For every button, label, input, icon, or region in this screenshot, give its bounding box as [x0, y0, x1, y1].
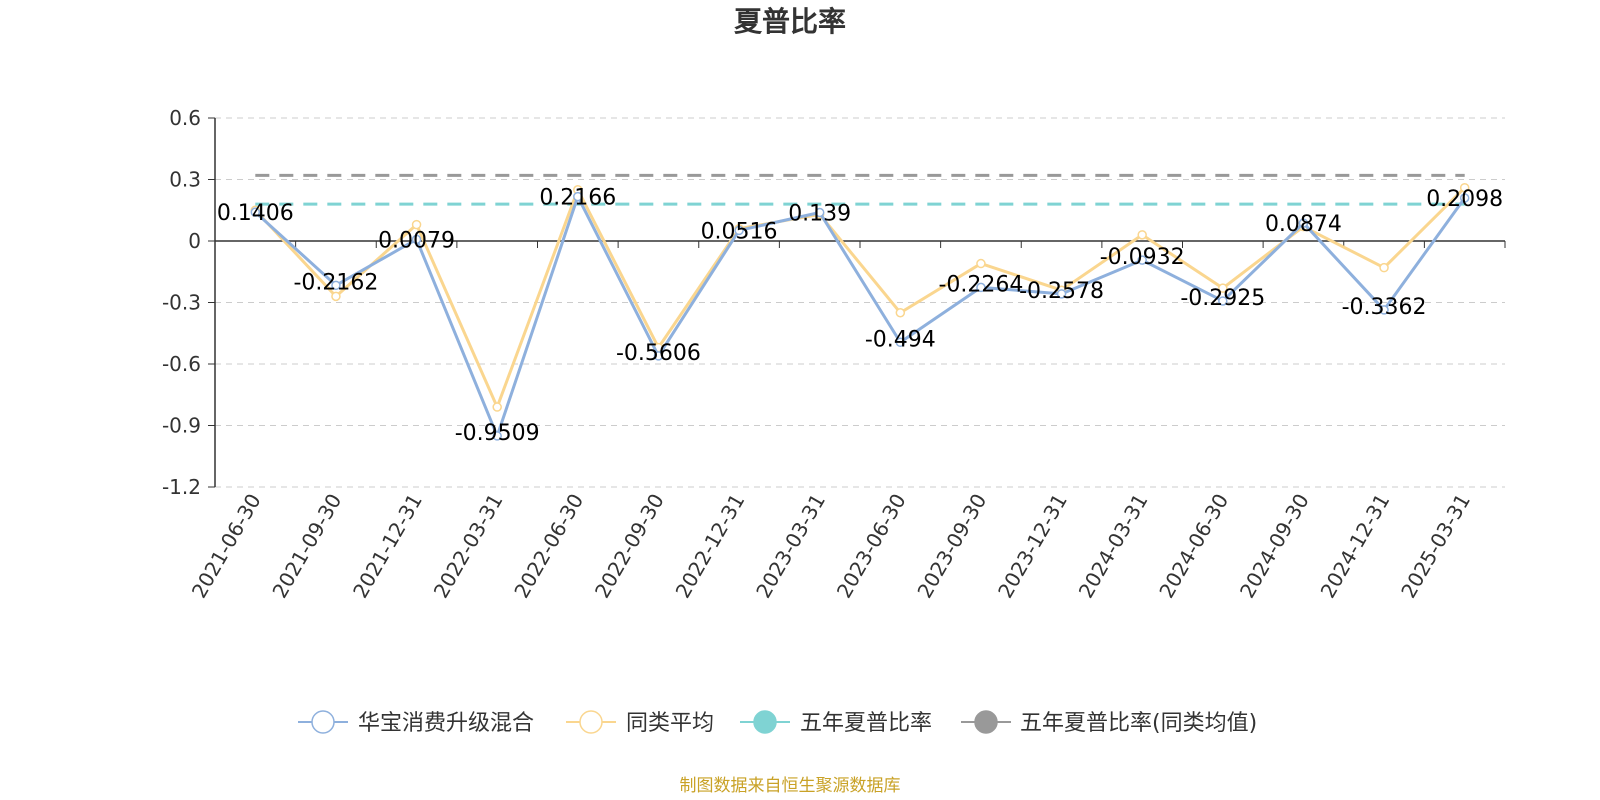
legend-label: 五年夏普比率	[800, 711, 932, 736]
legend-item[interactable]: 同类平均	[566, 710, 714, 736]
data-label: 0.0079	[378, 228, 455, 253]
x-tick-label: 2024-09-30	[1235, 490, 1314, 603]
peer-average-point	[1137, 230, 1147, 240]
fund-point	[573, 191, 583, 202]
reference-lines	[255, 173, 1465, 206]
fund-point	[734, 225, 744, 236]
legend-marker-icon	[974, 710, 998, 734]
y-tick-label: -0.9	[162, 414, 201, 438]
fund-point	[411, 234, 422, 245]
data-label: 0.0874	[1265, 212, 1342, 237]
grid-lines	[215, 117, 1505, 488]
fund-point	[1056, 289, 1067, 299]
series-lines	[250, 182, 1470, 441]
y-tick-label: -0.6	[162, 352, 201, 376]
peer-average-point	[411, 219, 422, 230]
x-tick-label: 2022-03-31	[429, 490, 508, 603]
fund-point	[331, 280, 341, 291]
fund-point	[1218, 296, 1228, 306]
fund-point	[1298, 218, 1309, 228]
y-tick-label: 0.3	[169, 168, 201, 192]
data-label: -0.2162	[293, 270, 378, 295]
legend[interactable]: 华宝消费升级混合 同类平均 五年夏普比率 五年夏普比率(同类均值)	[298, 710, 1257, 736]
fund-point	[1137, 255, 1147, 265]
peer-average-point	[331, 291, 341, 302]
source-note: 制图数据来自恒生聚源数据库	[680, 776, 901, 796]
x-tick-label: 2023-03-31	[751, 490, 830, 603]
data-label: -0.2925	[1180, 286, 1265, 311]
data-label: -0.494	[865, 327, 936, 352]
peer-average-point	[1459, 182, 1470, 193]
legend-item[interactable]: 五年夏普比率	[740, 710, 932, 736]
x-tick-label: 2023-09-30	[912, 490, 991, 603]
peer-average-point	[895, 308, 906, 318]
y-tick-label: 0	[188, 229, 201, 253]
data-label: -0.2578	[1019, 279, 1104, 304]
legend-marker-icon	[579, 710, 603, 734]
data-label: -0.3362	[1342, 295, 1427, 320]
x-tick-label: 2021-12-31	[348, 490, 427, 603]
fund-point	[976, 282, 986, 293]
data-label: 0.139	[788, 202, 851, 227]
x-tick-label: 2022-06-30	[509, 490, 588, 603]
legend-label: 华宝消费升级混合	[358, 711, 534, 736]
x-tick-label: 2024-12-31	[1315, 490, 1394, 603]
x-tick-label: 2023-12-31	[993, 490, 1072, 603]
fund-point	[814, 207, 825, 218]
data-label: 0.1406	[217, 201, 294, 226]
x-tick-label: 2024-06-30	[1154, 490, 1233, 603]
data-label: 0.2098	[1426, 187, 1503, 212]
fund-point	[895, 337, 906, 348]
y-tick-label: 0.6	[169, 106, 201, 130]
x-tick-label: 2021-06-30	[187, 490, 266, 603]
peer-average-point	[1379, 262, 1389, 273]
chart-title: 夏普比率	[734, 5, 846, 38]
peer-average-point	[976, 258, 986, 269]
legend-label: 五年夏普比率(同类均值)	[1020, 711, 1257, 736]
legend-item[interactable]: 五年夏普比率(同类均值)	[961, 710, 1257, 736]
x-tick-label: 2025-03-31	[1396, 490, 1475, 603]
data-label: -0.9509	[455, 421, 540, 446]
fund-point	[492, 431, 502, 441]
data-label: -0.0932	[1100, 245, 1185, 270]
fund-line	[254, 195, 1466, 438]
x-tick-label: 2022-09-30	[590, 490, 669, 603]
y-tick-label: -1.2	[162, 475, 201, 499]
data-label: 0.2166	[539, 186, 616, 211]
legend-label: 同类平均	[626, 711, 714, 736]
fund-point	[1379, 305, 1389, 315]
legend-marker-icon	[311, 710, 335, 734]
x-tick-label: 2023-06-30	[832, 490, 911, 603]
data-label: -0.2264	[938, 272, 1023, 297]
x-tick-label: 2022-12-31	[670, 490, 749, 603]
x-tick-label: 2021-09-30	[267, 490, 346, 603]
peer-average-line	[254, 186, 1466, 409]
legend-item[interactable]: 华宝消费升级混合	[298, 710, 534, 736]
fund-point	[1459, 193, 1470, 203]
y-tick-label: -0.3	[162, 291, 201, 315]
data-label: 0.0516	[701, 219, 778, 244]
data-label: -0.5606	[616, 341, 701, 366]
peer-average-point	[492, 402, 502, 412]
legend-marker-icon	[753, 710, 777, 734]
fund-point	[250, 207, 261, 217]
fund-point	[653, 351, 664, 361]
peer-average-point	[1218, 283, 1228, 293]
x-tick-label: 2024-03-31	[1074, 490, 1153, 603]
